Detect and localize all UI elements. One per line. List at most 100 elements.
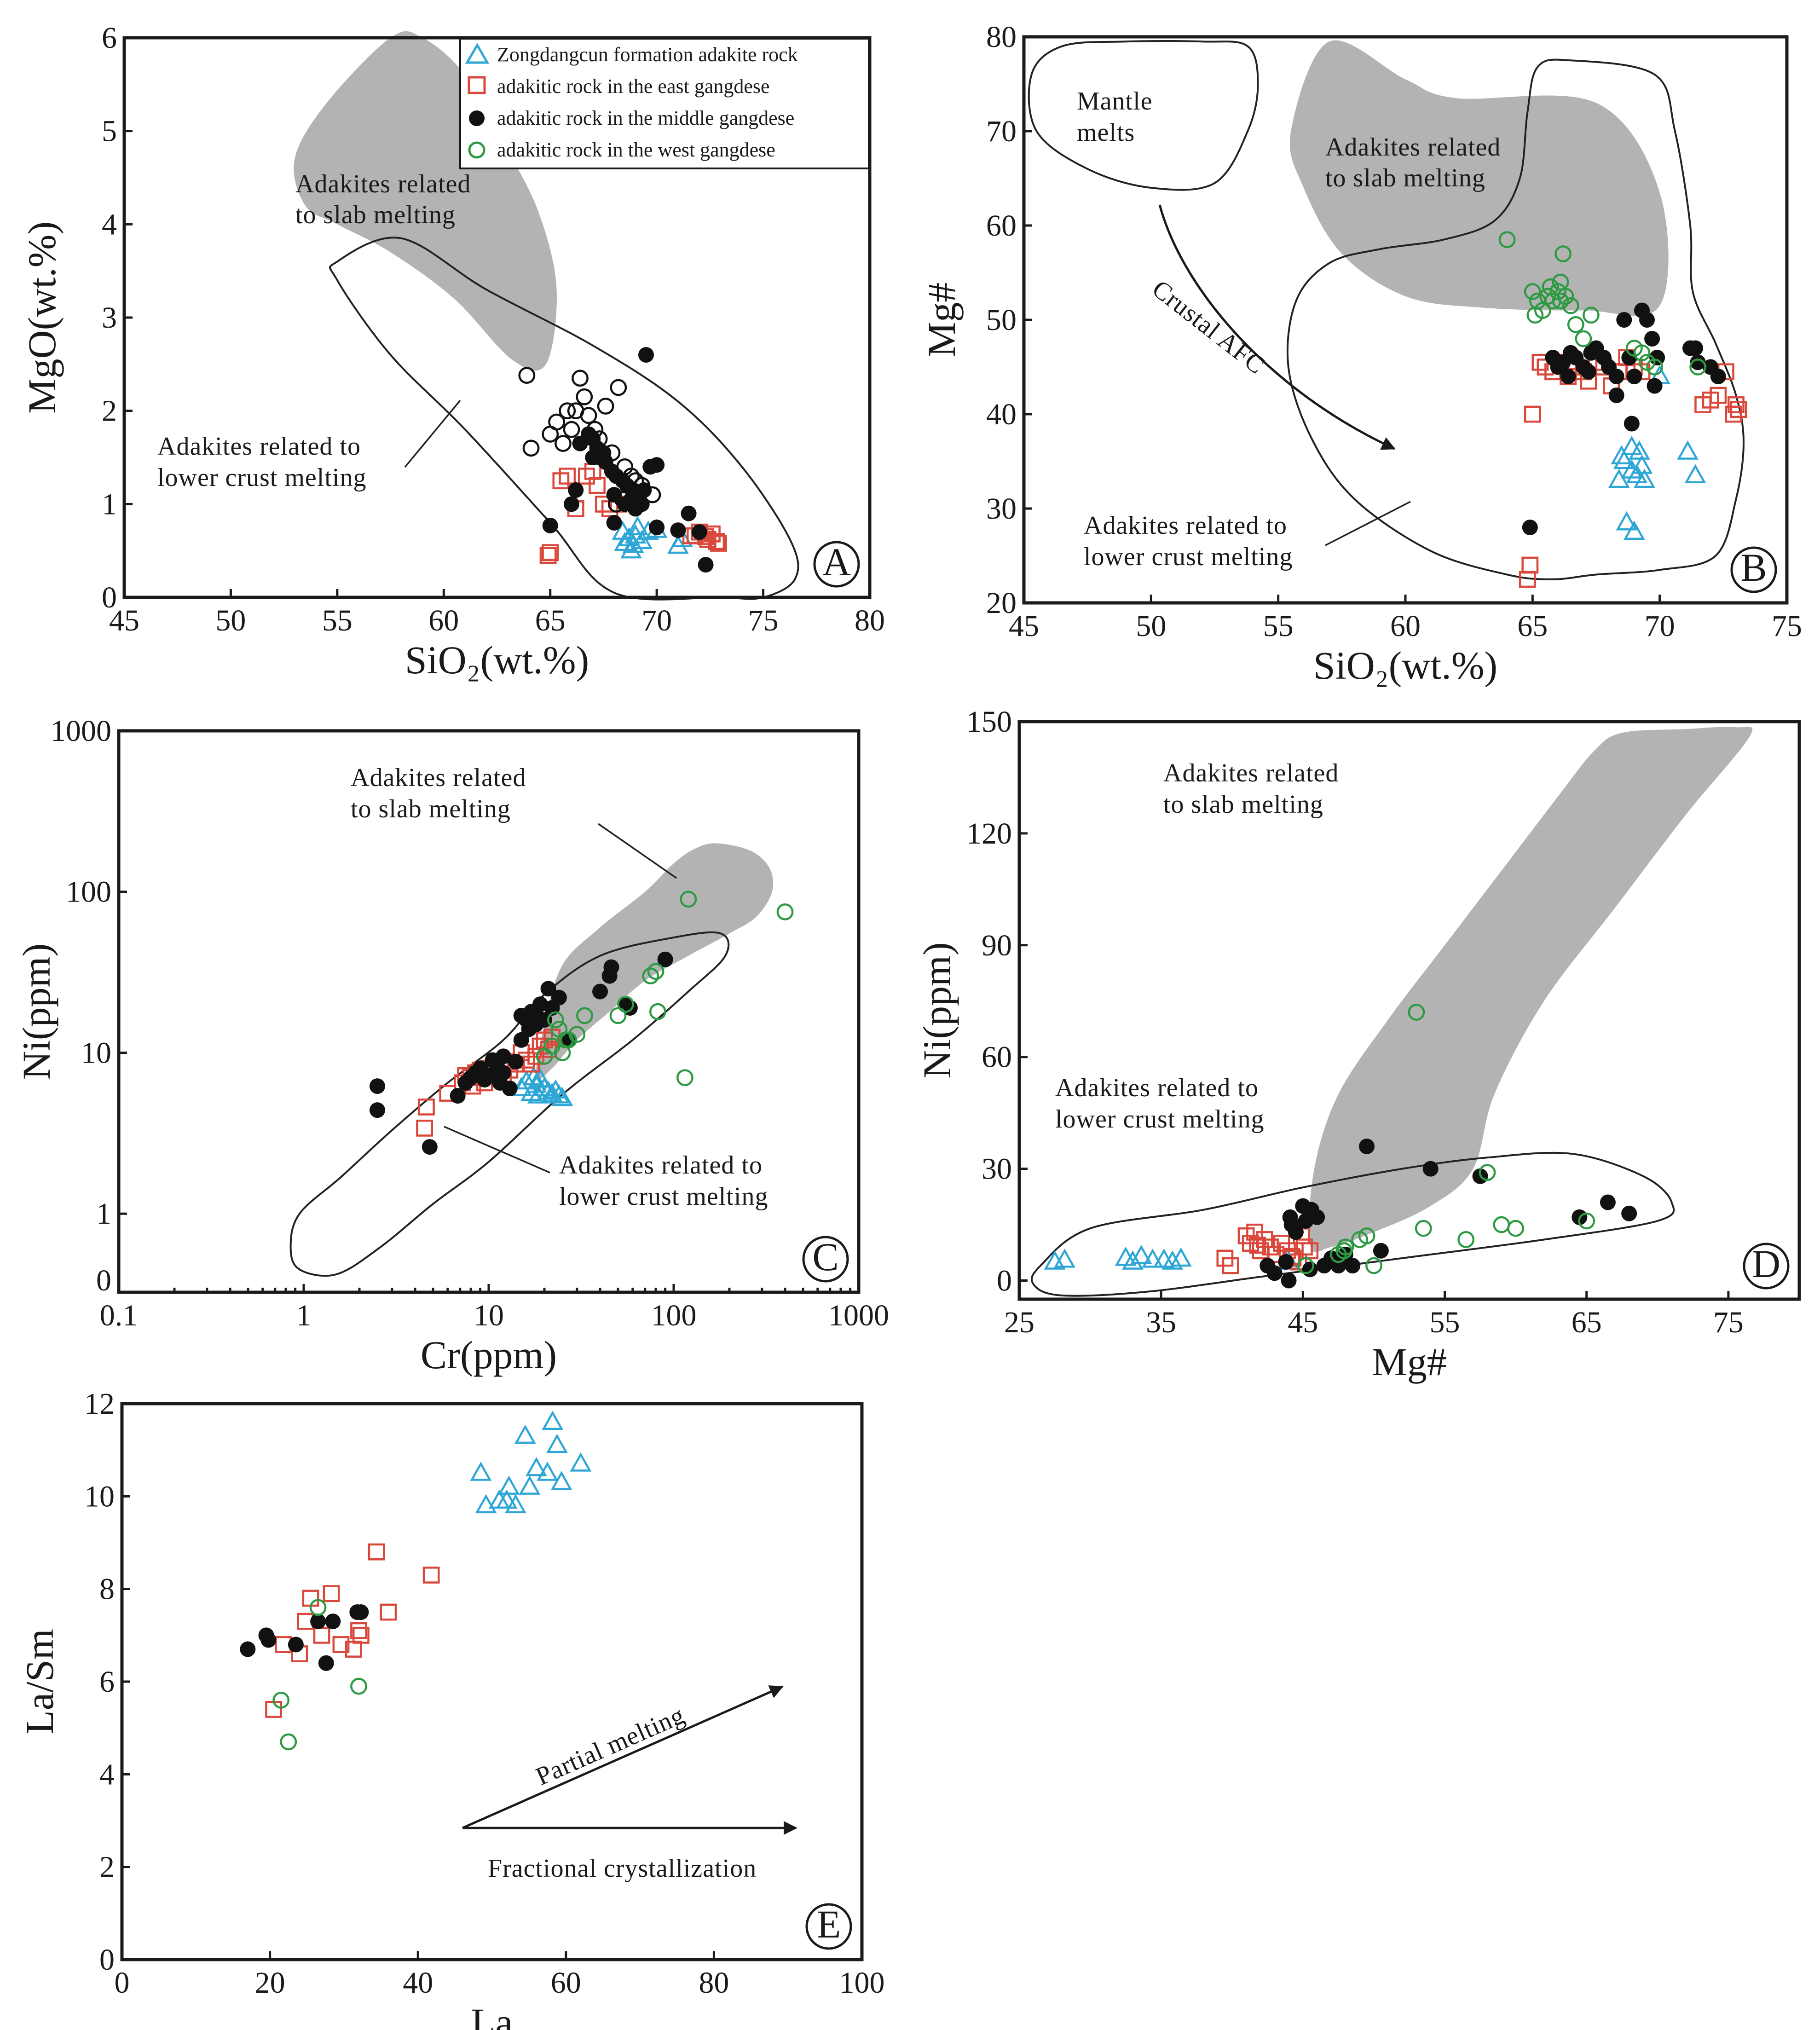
panel-b-east-point — [1521, 556, 1539, 574]
panel-e-zongdangcun-point — [475, 1494, 497, 1514]
panel-b-middle-point — [1608, 387, 1624, 403]
legend-triangle-marker — [465, 43, 490, 64]
panel-a-open_black-point — [633, 477, 651, 494]
panel-a-y-tick-label: 0 — [102, 581, 117, 614]
panel-b-west-point — [1689, 359, 1706, 376]
panel-e-east-point — [422, 1567, 440, 1584]
panel-e-x-tick-label: 40 — [403, 1966, 433, 2000]
panel-e-y-tick-label: 2 — [99, 1851, 115, 1884]
legend-east: adakitic rock in the east gangdese — [497, 75, 770, 98]
panel-b-west-point — [1554, 245, 1572, 262]
panel-c-middle-point — [592, 983, 608, 1000]
panel-b-zongdangcun-point — [1621, 435, 1643, 455]
panel-d-y-axis-title: Ni(ppm) — [915, 942, 959, 1078]
panel-e-middle-point — [310, 1614, 326, 1630]
panel-a-slab-label-line2: to slab melting — [295, 201, 456, 229]
panel-e-label-badge — [805, 1903, 852, 1950]
panel-b-west-point — [1575, 330, 1592, 347]
panel-a-slab-melting-region — [294, 31, 557, 371]
panel-a-open_black-point — [597, 398, 614, 415]
panel-e-zongdangcun-point — [496, 1489, 518, 1509]
panel-d-ticks: 25 35 45 55 65 75 0 30 60 90 120 150 — [966, 705, 1744, 1339]
panel-d-west-point — [1408, 1004, 1425, 1021]
panel-b-middle-point — [1522, 520, 1538, 535]
panel-b-y-tick-label: 70 — [986, 115, 1017, 148]
panel-b-middle-point — [1639, 312, 1655, 328]
panel-e-x-tick-label: 80 — [699, 1966, 729, 2000]
panel-b-slab-label-line1: Adakites related — [1325, 133, 1501, 162]
panel-e-west-point — [272, 1691, 290, 1709]
panel-a-open_black-point — [614, 491, 631, 508]
panel-d-west-point — [1578, 1212, 1595, 1230]
panel-b-east-point — [1524, 405, 1541, 423]
panel-d-lower-crust-region — [1030, 1151, 1675, 1297]
panel-a-middle-point — [589, 440, 605, 456]
panel-c-x-tick-label: 0.1 — [100, 1299, 138, 1332]
panel-d-x-tick-label: 75 — [1713, 1306, 1744, 1339]
panel-c-zongdangcun-point — [515, 1070, 537, 1090]
panel-a-middle-point — [623, 492, 639, 508]
panel-a-open_black-point — [548, 413, 565, 431]
panel-a-label-badge — [813, 541, 860, 588]
panel-d-y-tick-label: 60 — [982, 1041, 1012, 1074]
panel-a-middle-point — [638, 347, 654, 363]
panel-a-y-tick-label: 3 — [102, 301, 117, 335]
legend-square-marker — [468, 76, 486, 94]
panel-d-frame — [1017, 720, 1801, 1301]
panel-a-x-tick-label: 60 — [428, 604, 459, 637]
panel-d-middle-point — [1422, 1161, 1439, 1177]
panel-c-regions — [289, 843, 774, 1277]
panel-a-east-point — [710, 535, 727, 552]
panel-b-middle-point — [1626, 369, 1642, 384]
panel-c-west-point — [642, 967, 659, 985]
panel-d-x-tick-label: 35 — [1146, 1306, 1176, 1339]
panel-a-open_black-point — [593, 449, 610, 466]
panel-b-zongdangcun-point — [1621, 459, 1643, 479]
panel-d-lower-label-line2: lower crust melting — [1055, 1105, 1264, 1134]
panel-a-middle-point — [542, 517, 558, 533]
panel-e-markers — [240, 1411, 592, 1751]
panel-d-regions — [1030, 727, 1753, 1297]
panel-e-y-tick-label: 4 — [99, 1758, 115, 1791]
panel-a-slab-label-line1: Adakites related — [295, 170, 471, 198]
panel-a: Adakites related to slab melting Adakite… — [20, 21, 885, 682]
panel-c-middle-point — [551, 989, 567, 1006]
panel-b-slab-melting-region — [1289, 40, 1669, 316]
panel-c-middle-point — [532, 996, 549, 1012]
panel-e-middle-point — [288, 1637, 304, 1653]
panel-b-middle-point — [1644, 331, 1660, 347]
panel-c-markers — [369, 891, 794, 1155]
panel-d-middle-point — [1303, 1202, 1319, 1218]
panel-a-middle-point — [649, 457, 665, 473]
panel-d-west-point — [1358, 1227, 1375, 1244]
panel-b-y-tick-label: 40 — [986, 398, 1017, 431]
panel-b-x-tick-label: 50 — [1136, 609, 1166, 643]
panel-c-east-point — [416, 1119, 433, 1137]
panel-d-x-tick-label: 45 — [1288, 1306, 1318, 1339]
panel-a-east-point — [578, 468, 595, 485]
panel-b-west-point — [1542, 278, 1559, 295]
panel-b-ticks: 45 50 55 60 65 70 75 20 30 40 50 60 70 80 — [986, 20, 1802, 643]
panel-a-markers — [518, 347, 727, 573]
panel-c-label: C — [812, 1235, 838, 1279]
panel-c-y-tick-label: 10 — [81, 1036, 111, 1070]
panel-a-east-point — [589, 477, 606, 494]
panel-d: Adakites related to slab melting Adakite… — [915, 705, 1801, 1384]
panel-e-zongdangcun-point — [526, 1457, 547, 1476]
panel-d-zongdangcun-point — [1142, 1248, 1164, 1268]
panel-b-y-tick-label: 50 — [986, 303, 1017, 337]
panel-a-x-tick-label: 70 — [641, 604, 672, 637]
panel-b-label-badge — [1730, 546, 1777, 593]
panel-e-east-point — [380, 1603, 397, 1621]
panel-a-open_black-point — [590, 430, 608, 447]
panel-e-zongdangcun-point — [542, 1411, 564, 1430]
panel-a-x-tick-label: 55 — [322, 604, 352, 637]
panel-c-slab-label-line2: to slab melting — [351, 795, 511, 823]
panel-b-mantle-label-line2: melts — [1077, 118, 1135, 147]
panel-c-y-zero-label: 0 — [96, 1264, 111, 1297]
panel-b-y-tick-label: 20 — [986, 586, 1017, 620]
panel-a-zongdangcun-point — [624, 524, 647, 544]
panel-b-slab-label-line2: to slab melting — [1325, 164, 1485, 192]
panel-d-middle-point — [1282, 1209, 1298, 1225]
